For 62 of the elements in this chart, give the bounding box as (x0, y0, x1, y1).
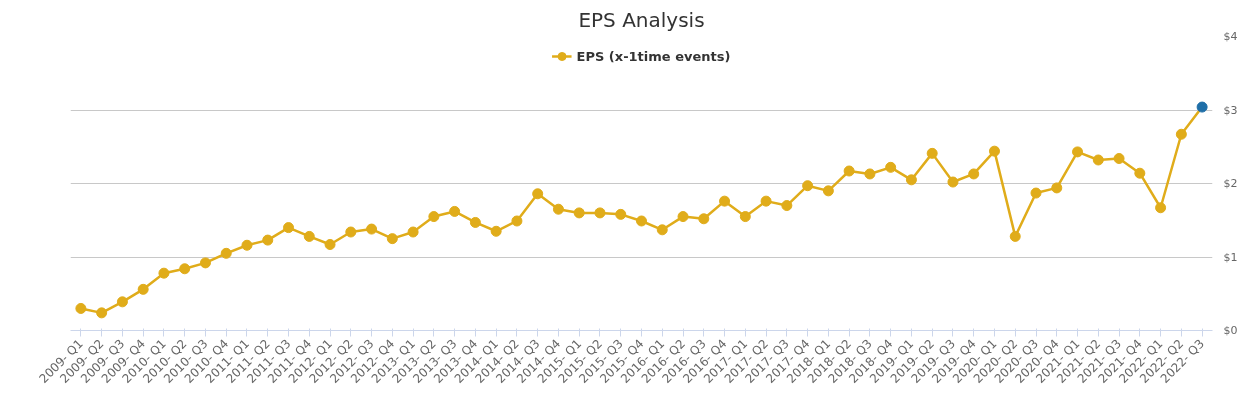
point (843, 165, 855, 177)
point (594, 207, 606, 219)
point (573, 207, 585, 219)
point (137, 283, 149, 295)
point (822, 185, 834, 197)
point (1134, 167, 1146, 179)
point (1009, 230, 1021, 242)
point (781, 200, 793, 212)
point (864, 168, 876, 180)
point (283, 222, 295, 234)
point (345, 226, 357, 238)
point (116, 296, 128, 308)
point (490, 225, 502, 237)
point (75, 302, 87, 314)
point (1175, 128, 1187, 140)
point (428, 211, 440, 223)
point (802, 180, 814, 192)
legend-label: EPS (x-1time events) (576, 48, 731, 64)
point (469, 216, 481, 228)
point (324, 239, 336, 250)
point (885, 161, 897, 173)
point (615, 208, 627, 220)
point (366, 223, 378, 235)
point (947, 176, 959, 188)
point (760, 195, 772, 207)
point (532, 188, 544, 200)
y-tick-label: $2 (1223, 177, 1238, 190)
point (1030, 187, 1042, 199)
point (241, 239, 253, 251)
point (656, 224, 668, 236)
point (1155, 202, 1167, 214)
point (988, 145, 1000, 157)
point (739, 211, 751, 223)
point (407, 226, 419, 238)
point (220, 247, 232, 259)
point (636, 215, 647, 227)
point (1092, 154, 1104, 166)
y-tick-label: $1 (1223, 250, 1238, 264)
point (262, 234, 274, 246)
point (158, 267, 170, 279)
y-tick-label: $3 (1223, 103, 1238, 117)
point (386, 233, 398, 245)
y-tick-label: $4 (1223, 30, 1238, 43)
point (905, 174, 917, 186)
point (1196, 101, 1208, 113)
point (926, 147, 938, 159)
chart-title: EPS Analysis (578, 7, 705, 32)
point (1113, 153, 1125, 164)
point (511, 215, 523, 227)
point (303, 230, 315, 242)
point (179, 263, 191, 275)
y-tick-label: $0 (1223, 324, 1238, 337)
point (1051, 182, 1063, 194)
point (449, 205, 461, 217)
point (552, 203, 564, 215)
point (1072, 146, 1084, 158)
point (698, 213, 710, 225)
point (677, 211, 689, 223)
point (199, 257, 211, 269)
point (719, 195, 731, 207)
point (96, 307, 108, 319)
point (968, 168, 980, 180)
